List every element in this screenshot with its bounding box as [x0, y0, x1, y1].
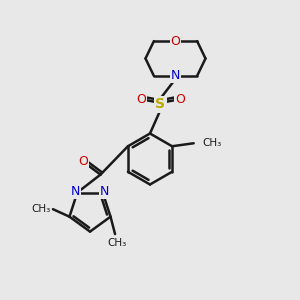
Text: N: N	[100, 185, 109, 198]
Text: N: N	[171, 69, 180, 82]
Text: N: N	[71, 185, 80, 198]
Text: O: O	[175, 93, 185, 106]
Text: O: O	[171, 34, 180, 48]
Text: O: O	[78, 155, 88, 168]
Text: O: O	[136, 93, 146, 106]
Text: CH₃: CH₃	[107, 238, 126, 248]
Text: S: S	[155, 98, 166, 111]
Text: CH₃: CH₃	[203, 138, 222, 148]
Text: CH₃: CH₃	[31, 204, 51, 214]
